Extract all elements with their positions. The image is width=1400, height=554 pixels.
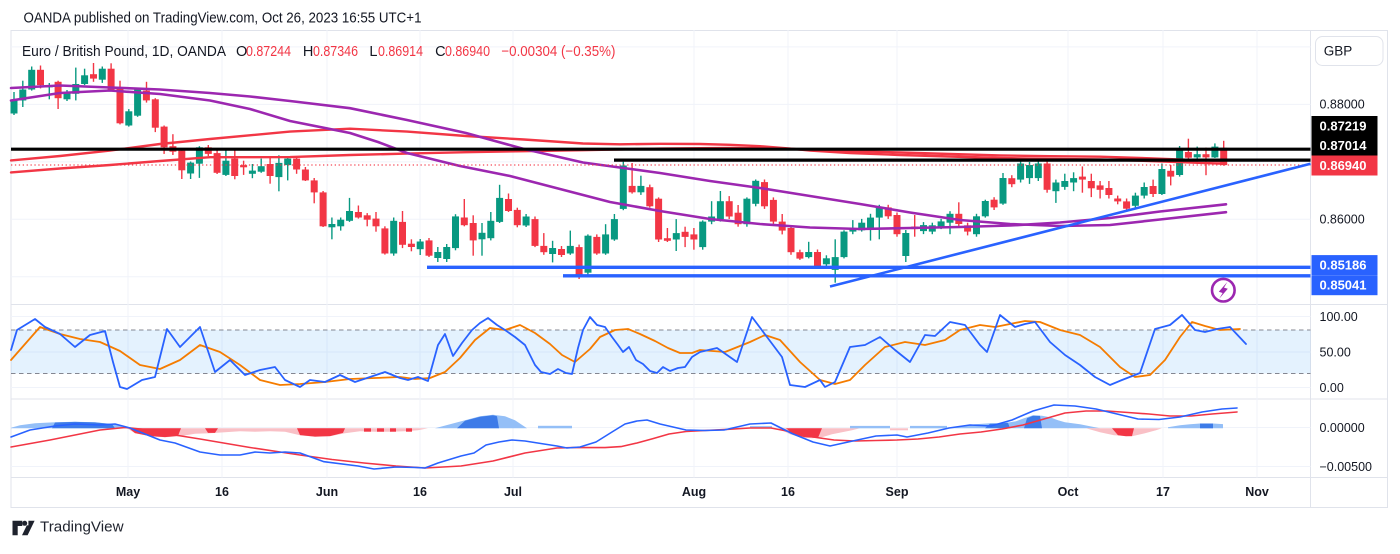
svg-text:−0.00500: −0.00500 [1320,460,1373,474]
svg-text:Sep: Sep [886,485,909,499]
svg-text:TradingView: TradingView [40,518,124,535]
svg-text:0.86940: 0.86940 [445,44,490,60]
svg-text:0.00000: 0.00000 [1320,421,1365,435]
svg-text:0.87014: 0.87014 [1320,138,1368,153]
svg-text:Aug: Aug [682,485,706,499]
svg-text:Oct: Oct [1058,485,1080,499]
svg-text:16: 16 [413,485,427,499]
svg-text:−0.00304 (−0.35%): −0.00304 (−0.35%) [501,44,615,60]
svg-text:0.00: 0.00 [1320,381,1344,395]
svg-text:0.85041: 0.85041 [1320,278,1367,293]
svg-text:0.88000: 0.88000 [1320,98,1365,112]
svg-text:L: L [369,44,377,60]
svg-text:100.00: 100.00 [1320,310,1358,324]
svg-text:O: O [236,44,247,60]
svg-text:16: 16 [781,485,795,499]
svg-text:50.00: 50.00 [1320,345,1351,359]
svg-text:0.86940: 0.86940 [1320,158,1367,173]
svg-text:0.87219: 0.87219 [1320,119,1367,134]
svg-text:Euro / British Pound, 1D, OAND: Euro / British Pound, 1D, OANDA [22,44,226,60]
svg-text:C: C [435,44,445,60]
svg-text:0.86914: 0.86914 [378,44,423,60]
svg-text:May: May [116,485,140,499]
svg-text:Jul: Jul [504,485,522,499]
svg-text:0.87244: 0.87244 [246,44,291,60]
svg-text:0.87346: 0.87346 [313,44,358,60]
svg-text:H: H [303,44,313,60]
svg-text:0.85186: 0.85186 [1320,258,1367,273]
svg-text:OANDA published on TradingView: OANDA published on TradingView.com, Oct … [24,9,422,26]
svg-text:Nov: Nov [1245,485,1269,499]
svg-text:Jun: Jun [316,485,338,499]
svg-text:0.86000: 0.86000 [1320,213,1365,227]
svg-text:17: 17 [1156,485,1170,499]
svg-text:GBP: GBP [1324,44,1353,59]
svg-text:16: 16 [215,485,229,499]
